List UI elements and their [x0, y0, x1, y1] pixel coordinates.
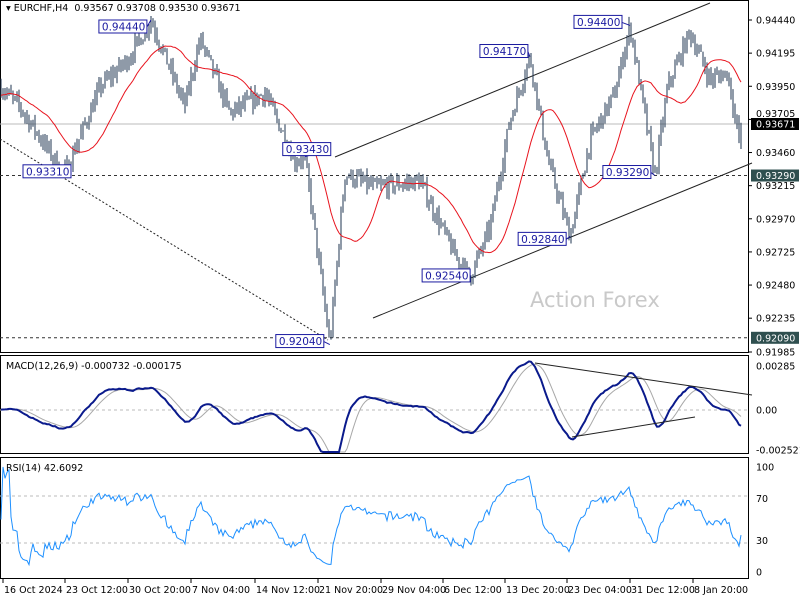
time-tick-label: 29 Nov 04:00	[382, 585, 446, 596]
svg-text:0.92040: 0.92040	[279, 336, 322, 348]
svg-text:0.94170: 0.94170	[483, 46, 526, 58]
menu-triangle-icon[interactable]: ▾	[6, 3, 14, 14]
price-tick-label: 0.93215	[756, 181, 795, 192]
rsi-tick-label: 30	[756, 536, 768, 547]
price-label[interactable]: 0.94440	[98, 19, 152, 34]
price-tick-label: 0.94195	[756, 49, 795, 60]
price-annotations: 0.94440 0.93310 0.93430 0.92040 0.92540 0.941…	[22, 14, 656, 349]
ohlc-readout: 0.93567 0.93708 0.93530 0.93671	[74, 3, 240, 14]
price-label[interactable]: 0.93430	[282, 142, 332, 158]
time-tick-label: 6 Dec 12:00	[444, 585, 502, 596]
price-tick-label: 0.93460	[756, 148, 795, 159]
price-label[interactable]: 0.93310	[22, 164, 72, 179]
macd-panel-frame	[0, 355, 749, 454]
svg-text:0.92540: 0.92540	[425, 270, 468, 282]
price-panel-frame	[0, 0, 749, 353]
symbol-label: EURCHF,H4	[14, 3, 69, 14]
time-tick-label: 23 Oct 12:00	[66, 585, 128, 596]
svg-text:0.94400: 0.94400	[577, 17, 620, 29]
rsi-panel-frame	[0, 457, 749, 579]
current-price-box: 0.93671	[751, 117, 799, 130]
rsi-tick-label: 70	[756, 494, 768, 505]
price-label[interactable]: 0.92540	[421, 268, 471, 283]
price-axis[interactable]: 0.93290 0.92090 0.93671 0.94440 0.94195 0.939…	[748, 16, 799, 359]
svg-text:0.92840: 0.92840	[521, 234, 564, 246]
price-tick-label: 0.91985	[756, 348, 795, 359]
price-label[interactable]: 0.92840	[517, 231, 571, 246]
indicator-axes: 0.00285 0.00 -0.002521 100 70 30 0	[756, 362, 800, 579]
price-tick-label: 0.92480	[756, 281, 795, 292]
svg-text:0.93310: 0.93310	[26, 166, 69, 178]
price-tick-label: 0.92725	[756, 247, 795, 258]
time-tick-label: 7 Nov 04:00	[192, 585, 250, 596]
rsi-tick-label: 100	[756, 463, 774, 474]
price-tick-label: 0.94440	[756, 16, 795, 27]
time-tick-label: 23 Dec 04:00	[568, 585, 632, 596]
time-tick-label: 16 Oct 2024	[4, 585, 63, 596]
svg-text:0.93290: 0.93290	[606, 167, 649, 179]
price-bars	[0, 16, 742, 340]
price-tick-label: 0.93950	[756, 82, 795, 93]
rsi-tick-label: 0	[756, 568, 762, 579]
macd-lower-trendline[interactable]	[571, 416, 696, 438]
svg-text:0.93430: 0.93430	[286, 144, 329, 156]
moving-average-line	[0, 45, 742, 254]
price-label[interactable]: 0.94400	[573, 14, 631, 29]
macd-upper-trendline[interactable]	[534, 362, 753, 396]
price-tick-label: 0.92235	[756, 314, 795, 325]
level-price-box: 0.93290	[751, 169, 799, 182]
time-tick-label: 14 Nov 12:00	[256, 585, 320, 596]
price-tick-label: 0.93705	[756, 109, 795, 120]
time-tick-label: 13 Dec 20:00	[506, 585, 570, 596]
macd-tick-label: 0.00285	[756, 362, 795, 373]
watermark: Action Forex	[530, 288, 660, 312]
macd-line	[0, 360, 742, 453]
price-label[interactable]: 0.94170	[479, 44, 531, 59]
rsi-panel: RSI(14) 42.6092	[0, 457, 749, 579]
time-tick-label: 21 Nov 20:00	[319, 585, 383, 596]
svg-text:0.92090: 0.92090	[756, 333, 795, 344]
price-label[interactable]: 0.92040	[275, 334, 331, 349]
time-axis[interactable]: 16 Oct 2024 23 Oct 12:00 30 Oct 20:00 7 Nov…	[2, 578, 748, 596]
chart-header: ▾ EURCHF,H4 0.93567 0.93708 0.93530 0.936…	[6, 3, 241, 14]
svg-text:0.93671: 0.93671	[756, 119, 795, 130]
price-tick-label: 0.92970	[756, 214, 795, 225]
time-tick-label: 8 Jan 20:00	[694, 585, 748, 596]
macd-title: MACD(12,26,9) -0.000732 -0.000175	[6, 361, 182, 372]
price-label[interactable]: 0.93290	[602, 165, 656, 180]
price-panel: Action Forex 0.94440 0.93310 0.93430 0.9204…	[0, 0, 753, 353]
rsi-title: RSI(14) 42.6092	[6, 463, 83, 474]
rsi-line	[0, 466, 742, 567]
macd-tick-label: -0.002521	[756, 446, 800, 457]
time-tick-label: 30 Oct 20:00	[129, 585, 191, 596]
level-price-box: 0.92090	[751, 331, 799, 344]
svg-text:0.93290: 0.93290	[756, 171, 795, 182]
macd-panel: MACD(12,26,9) -0.000732 -0.000175	[0, 355, 753, 454]
svg-text:0.94440: 0.94440	[102, 22, 145, 34]
channel-upper-line[interactable]	[334, 2, 711, 158]
time-tick-label: 31 Dec 12:00	[631, 585, 695, 596]
macd-tick-label: 0.00	[756, 406, 777, 417]
